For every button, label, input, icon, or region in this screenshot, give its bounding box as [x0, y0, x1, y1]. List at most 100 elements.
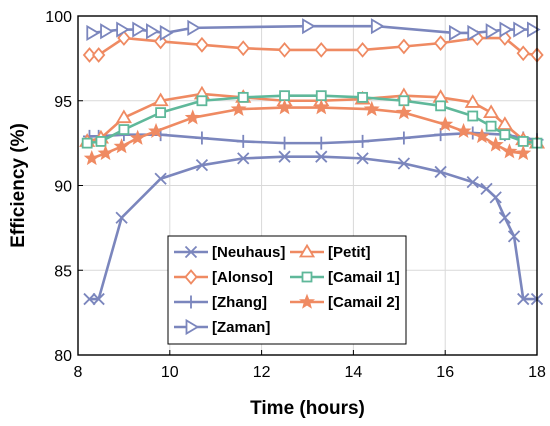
- legend-marker: [301, 271, 313, 283]
- x-tick-label: 16: [436, 364, 454, 381]
- data-point: [507, 230, 521, 243]
- x-tick-label: 8: [74, 364, 83, 381]
- y-axis-label: Efficiency (%): [8, 123, 29, 248]
- legend-entry: [Alonso]: [174, 269, 273, 286]
- series-line: [86, 92, 538, 145]
- data-point: [302, 18, 316, 35]
- data-point: [473, 127, 490, 144]
- data-point: [485, 23, 500, 40]
- data-point: [83, 149, 100, 166]
- data-point: [97, 144, 114, 161]
- legend-entry: [Petit]: [290, 243, 371, 261]
- legend-label: [Zaman]: [212, 319, 270, 336]
- legend-label: [Zhang]: [212, 294, 267, 311]
- legend-label: [Neuhaus]: [212, 244, 285, 261]
- x-tick-label: 10: [161, 364, 179, 381]
- data-point: [467, 24, 482, 42]
- legend-marker: [184, 245, 198, 259]
- data-point: [196, 95, 208, 107]
- data-point: [435, 100, 447, 112]
- data-point: [117, 30, 131, 46]
- data-point: [118, 124, 130, 135]
- tick-labels: 8 10 12 14 16 18 80 85 90 95 100: [45, 9, 546, 381]
- data-point: [154, 172, 167, 185]
- data-point: [236, 40, 250, 57]
- y-tick-label: 80: [54, 348, 72, 365]
- data-point: [92, 292, 105, 306]
- data-point: [501, 143, 518, 159]
- data-point: [485, 120, 497, 132]
- data-point: [397, 38, 411, 55]
- data-point: [395, 104, 412, 120]
- data-point: [113, 138, 130, 154]
- legend: [Neuhaus] [Alonso] [Zhang] [Zaman] [Petit] [C…: [167, 235, 407, 345]
- data-point: [466, 175, 479, 189]
- y-tick-label: 90: [54, 179, 72, 196]
- data-point: [187, 19, 202, 36]
- data-point: [433, 35, 448, 52]
- data-point: [527, 21, 541, 38]
- data-point: [278, 150, 291, 163]
- y-tick-label: 100: [45, 9, 72, 26]
- data-point: [513, 21, 527, 38]
- x-tick-label: 18: [528, 364, 546, 381]
- data-point: [184, 109, 201, 125]
- data-point: [81, 137, 93, 149]
- legend-entry: [Zaman]: [174, 318, 270, 336]
- data-point: [448, 24, 463, 42]
- data-point: [314, 42, 328, 58]
- data-point: [315, 150, 328, 163]
- data-point: [363, 100, 380, 117]
- legend-label: [Petit]: [328, 244, 371, 261]
- data-point: [195, 36, 209, 53]
- data-point: [434, 165, 447, 179]
- data-point: [496, 116, 513, 130]
- legend-marker: [184, 269, 198, 285]
- data-point: [313, 99, 330, 115]
- data-point: [155, 107, 167, 119]
- data-point: [95, 136, 107, 147]
- series-line: [89, 155, 537, 301]
- data-point: [236, 134, 250, 148]
- series-line: [87, 94, 538, 145]
- data-point: [237, 152, 250, 165]
- data-point: [464, 94, 481, 108]
- legend-entry: [Camail 2]: [290, 293, 400, 311]
- series-0: [83, 150, 544, 306]
- x-tick-label: 14: [345, 364, 363, 381]
- legend-entry: [Zhang]: [174, 294, 267, 311]
- data-point: [159, 24, 174, 42]
- data-point: [276, 99, 293, 115]
- data-point: [116, 21, 130, 38]
- data-point: [277, 42, 292, 58]
- data-point: [195, 131, 209, 145]
- data-point: [148, 122, 165, 139]
- legend-entry: [Camail 1]: [290, 269, 400, 286]
- x-tick-label: 12: [253, 364, 271, 381]
- y-tick-label: 95: [54, 94, 72, 111]
- data-point: [515, 144, 532, 161]
- legend-marker: [184, 295, 198, 309]
- series-6: [83, 99, 532, 166]
- data-point: [487, 136, 504, 152]
- data-point: [499, 21, 514, 38]
- x-axis-label: Time (hours): [250, 398, 365, 419]
- data-point: [129, 129, 146, 145]
- data-point: [397, 131, 411, 145]
- data-point: [516, 45, 530, 62]
- data-point: [498, 211, 512, 224]
- data-point: [237, 91, 249, 103]
- legend-label: [Camail 1]: [328, 269, 400, 286]
- series-3: [86, 18, 541, 42]
- data-point: [100, 23, 114, 40]
- data-point: [83, 292, 96, 306]
- legend-entry: [Neuhaus]: [174, 244, 285, 261]
- data-point: [132, 21, 146, 38]
- data-point: [357, 91, 368, 103]
- data-point: [279, 90, 290, 102]
- legend-marker: [185, 318, 200, 336]
- data-point: [356, 152, 369, 165]
- legend-marker: [299, 293, 315, 309]
- legend-label: [Camail 2]: [328, 294, 400, 311]
- data-point: [115, 211, 128, 224]
